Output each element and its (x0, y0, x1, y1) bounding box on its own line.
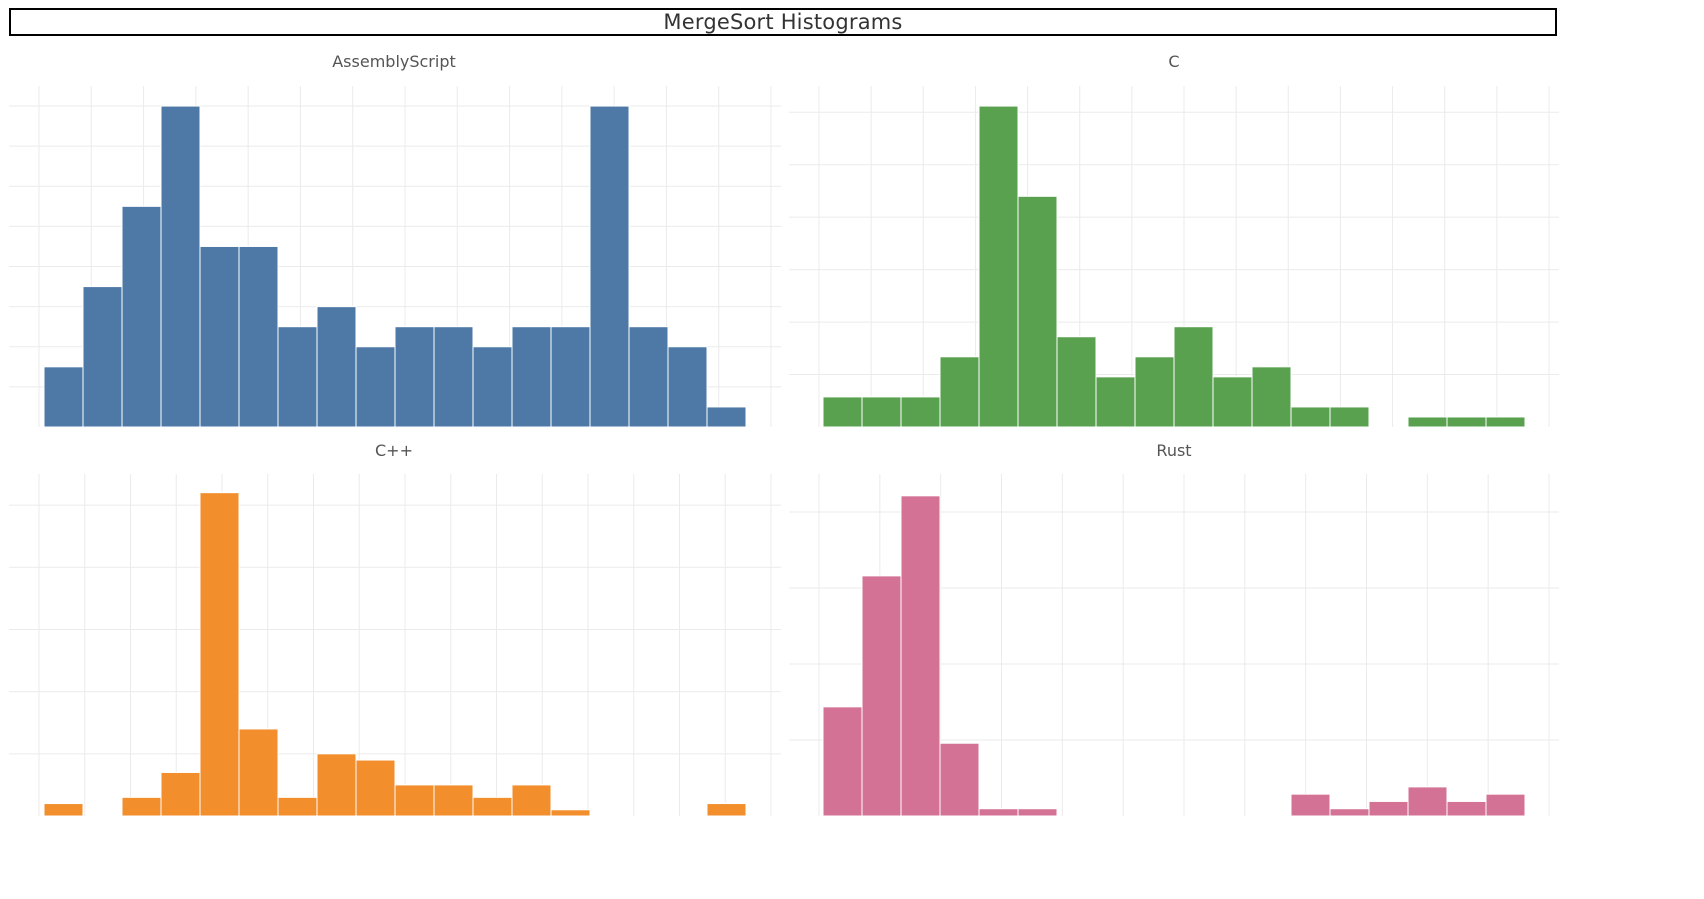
histogram-bar[interactable] (394, 784, 435, 817)
histogram-bar[interactable] (277, 326, 318, 428)
histogram-bar[interactable] (706, 803, 747, 817)
histogram-bar[interactable] (550, 809, 591, 817)
histogram-bar[interactable] (1017, 195, 1058, 428)
histogram-bar[interactable] (1446, 416, 1487, 428)
histogram-bar[interactable] (1368, 800, 1409, 817)
histogram-bar[interactable] (1251, 366, 1292, 428)
panel-title-assemblyscript: AssemblyScript (332, 52, 456, 71)
histogram-bar[interactable] (160, 771, 201, 817)
histogram-bar[interactable] (472, 346, 513, 428)
histogram-bar[interactable] (978, 808, 1019, 817)
histogram-bar[interactable] (822, 396, 863, 428)
histogram-rust (789, 474, 1559, 817)
histogram-bar[interactable] (433, 326, 474, 428)
histogram-bar[interactable] (121, 796, 162, 817)
histogram-bar[interactable] (628, 326, 669, 428)
histogram-bar[interactable] (1290, 406, 1331, 428)
histogram-bar[interactable] (1290, 793, 1331, 817)
histogram-bar[interactable] (82, 286, 123, 428)
histogram-bar[interactable] (511, 784, 552, 817)
histogram-bar[interactable] (589, 105, 630, 428)
histogram-bar[interactable] (861, 575, 902, 817)
histogram-bar[interactable] (1095, 376, 1136, 428)
histogram-bar[interactable] (121, 205, 162, 428)
panel-title-c: C (1168, 52, 1180, 71)
histogram-bar[interactable] (978, 105, 1019, 428)
histogram-bar[interactable] (199, 245, 240, 428)
histogram-assemblyscript (9, 86, 781, 428)
histogram-bar[interactable] (1017, 808, 1058, 817)
histogram-bar[interactable] (472, 796, 513, 817)
histogram-bar[interactable] (550, 326, 591, 428)
histogram-bar[interactable] (199, 492, 240, 817)
histogram-bar[interactable] (433, 784, 474, 817)
histogram-bar[interactable] (316, 306, 357, 428)
panel-title-cpp: C++ (375, 441, 413, 460)
histogram-bar[interactable] (1485, 416, 1526, 428)
histogram-bar[interactable] (900, 396, 941, 428)
histogram-bar[interactable] (43, 366, 84, 428)
histogram-bar[interactable] (355, 346, 396, 428)
histogram-bar[interactable] (1407, 416, 1448, 428)
histogram-bar[interactable] (1329, 406, 1370, 428)
histogram-bar[interactable] (939, 356, 980, 428)
histogram-bar[interactable] (1056, 336, 1097, 428)
histogram-cpp (9, 474, 781, 817)
histogram-bar[interactable] (1134, 356, 1175, 428)
panel-title-rust: Rust (1156, 441, 1192, 460)
histogram-bar[interactable] (667, 346, 708, 428)
histogram-bar[interactable] (822, 706, 863, 817)
histogram-bar[interactable] (900, 495, 941, 817)
histogram-bar[interactable] (355, 759, 396, 817)
histogram-bar[interactable] (861, 396, 902, 428)
histogram-bar[interactable] (1446, 800, 1487, 817)
histogram-bar[interactable] (394, 326, 435, 428)
histogram-bar[interactable] (1173, 326, 1214, 428)
histogram-bar[interactable] (160, 105, 201, 428)
histogram-c (789, 86, 1559, 428)
histogram-bar[interactable] (277, 796, 318, 817)
histogram-bar[interactable] (316, 753, 357, 817)
page-title: MergeSort Histograms (9, 8, 1557, 36)
histogram-bar[interactable] (1407, 786, 1448, 817)
histogram-bar[interactable] (1485, 793, 1526, 817)
histogram-bar[interactable] (238, 728, 279, 817)
histogram-bar[interactable] (238, 245, 279, 428)
histogram-bar[interactable] (939, 742, 980, 817)
histogram-bar[interactable] (1329, 808, 1370, 817)
histogram-bar[interactable] (706, 406, 747, 428)
histogram-bar[interactable] (511, 326, 552, 428)
histogram-bar[interactable] (1212, 376, 1253, 428)
histogram-bar[interactable] (43, 803, 84, 817)
